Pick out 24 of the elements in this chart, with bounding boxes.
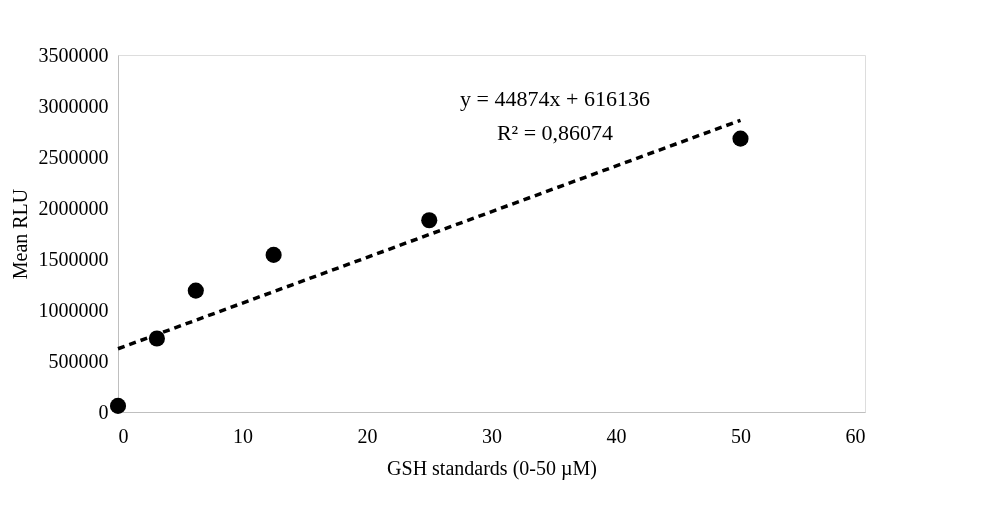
y-tick-label: 1500000	[38, 247, 109, 270]
x-tick-label: 40	[606, 424, 627, 447]
x-axis-title: GSH standards (0-50 µM)	[387, 456, 597, 480]
x-tick-label: 50	[731, 424, 751, 447]
point	[421, 212, 438, 229]
point	[187, 282, 204, 299]
y-tick-label: 3500000	[38, 43, 109, 66]
x-tick-label: 0	[118, 424, 129, 447]
x-tick-label: 20	[357, 424, 378, 447]
y-tick-label: 2500000	[38, 145, 109, 168]
x-tick-label: 10	[233, 424, 253, 447]
y-tick-label: 2000000	[38, 196, 109, 219]
y-tick-label: 0	[98, 400, 109, 423]
point	[265, 246, 282, 263]
point	[109, 397, 127, 414]
y-tick-label: 1000000	[38, 298, 109, 321]
y-tick-label: 500000	[48, 349, 109, 372]
x-tick-label: 60	[845, 424, 866, 447]
annotation: y = 44874x + 616136	[460, 86, 650, 111]
point	[732, 130, 749, 147]
y-axis-title: Mean RLU	[8, 188, 31, 280]
annotation: R² = 0,86074	[496, 120, 614, 145]
y-tick-label: 3000000	[38, 94, 109, 117]
x-tick-label: 30	[482, 424, 502, 447]
